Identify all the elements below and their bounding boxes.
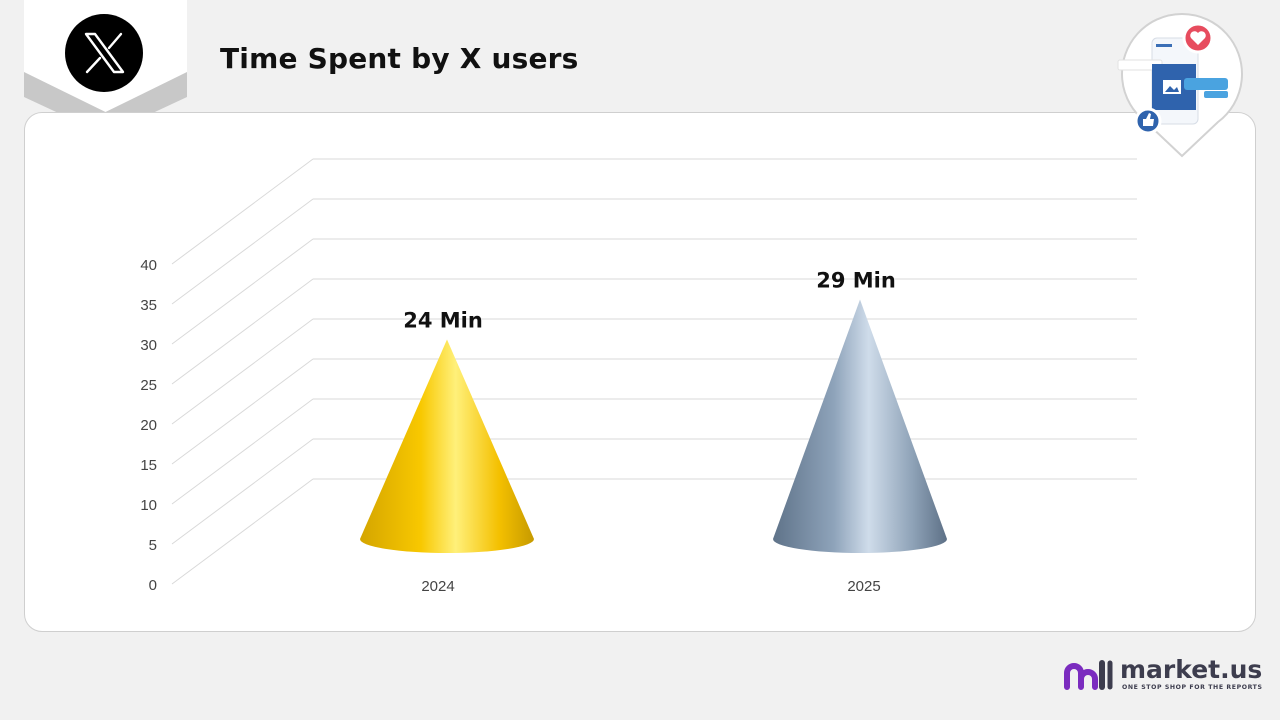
y-tick-label: 15 — [140, 457, 157, 474]
social-media-pin-icon — [1117, 13, 1243, 158]
cone-bar-2024 — [360, 339, 534, 553]
gridline-depth — [171, 238, 314, 345]
y-tick-label: 5 — [149, 537, 157, 554]
data-label: 29 Min — [816, 269, 896, 293]
gridline-depth — [171, 198, 314, 305]
cone-body — [360, 339, 534, 553]
y-tick-label: 20 — [140, 417, 157, 434]
brand-tagline: ONE STOP SHOP FOR THE REPORTS — [1122, 684, 1263, 691]
y-tick-label: 0 — [149, 577, 157, 594]
y-tick-label: 35 — [140, 297, 157, 314]
gridline-depth — [171, 478, 314, 585]
page-title: Time Spent by X users — [220, 42, 579, 75]
x-tick-label: 2025 — [847, 578, 880, 595]
gridline-depth — [171, 318, 314, 425]
cone-body — [773, 299, 947, 553]
gridline-depth — [171, 398, 314, 505]
gridline-depth — [171, 438, 314, 545]
gridline-depth — [171, 278, 314, 385]
data-label: 24 Min — [403, 309, 483, 333]
x-logo-badge — [24, 0, 187, 135]
y-tick-label: 10 — [140, 497, 157, 514]
y-tick-label: 30 — [140, 337, 157, 354]
gridline-depth — [171, 358, 314, 465]
y-tick-label: 25 — [140, 377, 157, 394]
brand-logo: market.us ONE STOP SHOP FOR THE REPORTS — [1062, 655, 1263, 697]
gridline-depth — [171, 158, 314, 265]
x-logo-icon — [65, 14, 143, 92]
x-tick-label: 2024 — [421, 578, 454, 595]
y-tick-label: 40 — [140, 257, 157, 274]
cone-bar-2025 — [773, 299, 947, 553]
market-us-logo-icon — [1064, 660, 1113, 690]
brand-name: market.us — [1120, 655, 1263, 684]
